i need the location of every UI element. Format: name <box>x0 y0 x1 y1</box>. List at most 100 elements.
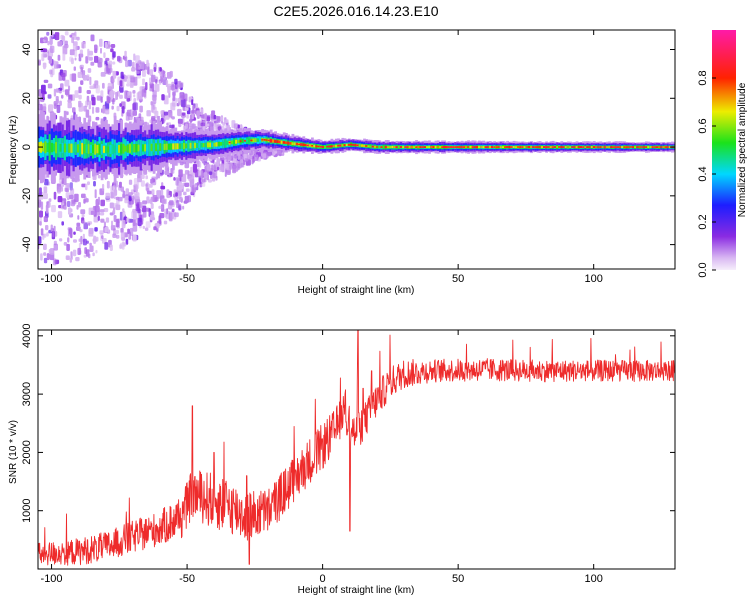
spectrogram-noise-cell <box>180 198 183 203</box>
spectrogram-noise-cell <box>43 257 48 264</box>
spectrogram-band-cell <box>402 146 405 149</box>
spectrogram-noise-cell <box>43 79 49 83</box>
spectrogram-band-cell <box>272 139 275 143</box>
spectrogram-band-cell <box>302 143 306 147</box>
spectrogram-band-cell <box>430 146 434 148</box>
spectrogram-band-cell <box>605 146 609 148</box>
spectrogram-noise-cell <box>156 190 161 199</box>
spectrogram-band-cell <box>480 146 483 148</box>
spectrogram-peak-cell <box>443 146 446 148</box>
spectrogram-noise-cell <box>65 255 70 260</box>
spectrogram-band-cell <box>434 146 438 149</box>
spectrogram-ylabel: Frequency (Hz) <box>8 116 19 185</box>
spectrogram-noise-cell <box>174 212 179 218</box>
spectrogram-noise-cell <box>142 200 147 205</box>
spectrogram-noise-cell <box>62 53 66 61</box>
spectrogram-band-cell <box>61 143 65 153</box>
spectrogram-noise-cell <box>277 150 282 155</box>
spectrogram-noise-cell <box>159 81 162 85</box>
spectrogram-noise-cell <box>113 207 116 215</box>
spectrogram-noise-cell <box>165 80 169 88</box>
spectrogram-noise-cell <box>87 181 90 186</box>
colorbar-label: Normalized spectral amplitude <box>737 82 748 217</box>
spectrogram-noise-cell <box>226 153 232 160</box>
spectrogram-peak-cell <box>337 144 340 147</box>
spectrogram-band-cell <box>501 146 505 148</box>
spectrogram-noise-cell <box>160 189 164 196</box>
spectrogram-noise-cell <box>89 85 95 89</box>
spectrogram-noise-cell <box>94 44 98 49</box>
spectrogram-noise-cell <box>54 32 60 41</box>
spectrogram-noise-cell <box>181 112 186 116</box>
spectrogram-noise-cell <box>96 198 99 205</box>
spectrogram-noise-cell <box>142 69 146 77</box>
spectrogram-noise-cell <box>110 191 114 199</box>
spectrogram-band-cell <box>506 146 509 148</box>
spectrogram-peak-cell <box>406 146 409 148</box>
spectrogram-noise-cell <box>38 199 42 208</box>
spectrogram-band-cell <box>608 146 611 148</box>
spectrogram-noise-cell <box>90 61 95 66</box>
spectrogram-band-cell <box>133 144 136 153</box>
spectrogram-noise-cell <box>70 188 75 196</box>
spectrogram-peak-cell <box>645 146 648 148</box>
spectrogram-noise-cell <box>113 180 118 188</box>
spectrogram-peak-cell <box>547 146 550 148</box>
spectrogram-noise-cell <box>122 211 126 217</box>
spectrogram-noise-cell <box>56 105 61 113</box>
spectrogram-noise-cell <box>64 89 70 96</box>
spectrogram-noise-cell <box>46 31 50 36</box>
spectrogram-noise-cell <box>48 198 52 203</box>
spectrogram-band-cell <box>566 146 570 148</box>
spectrogram-noise-cell <box>48 249 54 254</box>
spectrogram-band-cell <box>350 143 353 146</box>
spectrogram-noise-cell <box>66 201 71 207</box>
spectrogram-noise-cell <box>175 192 178 197</box>
spectrogram-noise-cell <box>57 211 63 219</box>
spectrogram-noise-cell <box>105 57 110 61</box>
spectrogram-ytick-label: -20 <box>21 188 33 204</box>
spectrogram-noise-cell <box>55 88 61 93</box>
spectrogram-noise-cell <box>99 209 105 213</box>
spectrogram-noise-cell <box>87 48 90 58</box>
spectrogram-band-cell <box>226 140 230 146</box>
spectrogram-noise-cell <box>81 220 86 225</box>
spectrogram-noise-cell <box>84 247 87 255</box>
spectrogram-noise-cell <box>73 239 77 243</box>
spectrogram-band-cell <box>289 142 293 145</box>
spectrogram-noise-cell <box>87 68 92 73</box>
snr-xtick-label: 50 <box>452 573 464 585</box>
spectrogram-peak-cell <box>228 141 232 144</box>
spectrogram-noise-cell <box>170 210 174 220</box>
spectrogram-band-cell <box>428 146 431 148</box>
spectrogram-peak-cell <box>319 146 323 148</box>
spectrogram-band-cell <box>523 146 527 148</box>
spectrogram-band-cell <box>517 146 520 149</box>
spectrogram-band-cell <box>196 142 199 148</box>
spectrogram-noise-cell <box>100 72 106 77</box>
spectrogram-band-cell <box>185 143 189 149</box>
spectrogram-peak-cell <box>491 146 494 148</box>
spectrogram-noise-cell <box>229 162 233 170</box>
spectrogram-noise-cell <box>132 234 137 242</box>
spectrogram-band-cell <box>655 146 659 148</box>
spectrogram-noise-cell <box>50 45 55 53</box>
spectrogram-noise-cell <box>125 60 129 68</box>
spectrogram-noise-cell <box>158 205 163 209</box>
spectrogram-noise-cell <box>45 204 49 214</box>
spectrogram-noise-cell <box>121 219 126 229</box>
spectrogram-band-cell <box>204 142 208 148</box>
spectrogram-peak-cell <box>267 139 271 142</box>
snr-series-line <box>38 330 675 566</box>
spectrogram-noise-cell <box>88 229 94 237</box>
spectrogram-noise-cell <box>77 71 83 78</box>
spectrogram-noise-cell <box>52 258 57 266</box>
spectrogram-band-cell <box>146 144 149 151</box>
spectrogram-noise-cell <box>110 48 114 53</box>
spectrogram-noise-cell <box>38 59 41 66</box>
spectrogram-noise-cell <box>105 217 110 223</box>
spectrogram-noise-cell <box>46 232 49 237</box>
spectrogram-noise-cell <box>147 66 150 75</box>
spectrogram-peak-cell <box>274 140 277 143</box>
spectrogram-band-cell <box>649 146 653 148</box>
